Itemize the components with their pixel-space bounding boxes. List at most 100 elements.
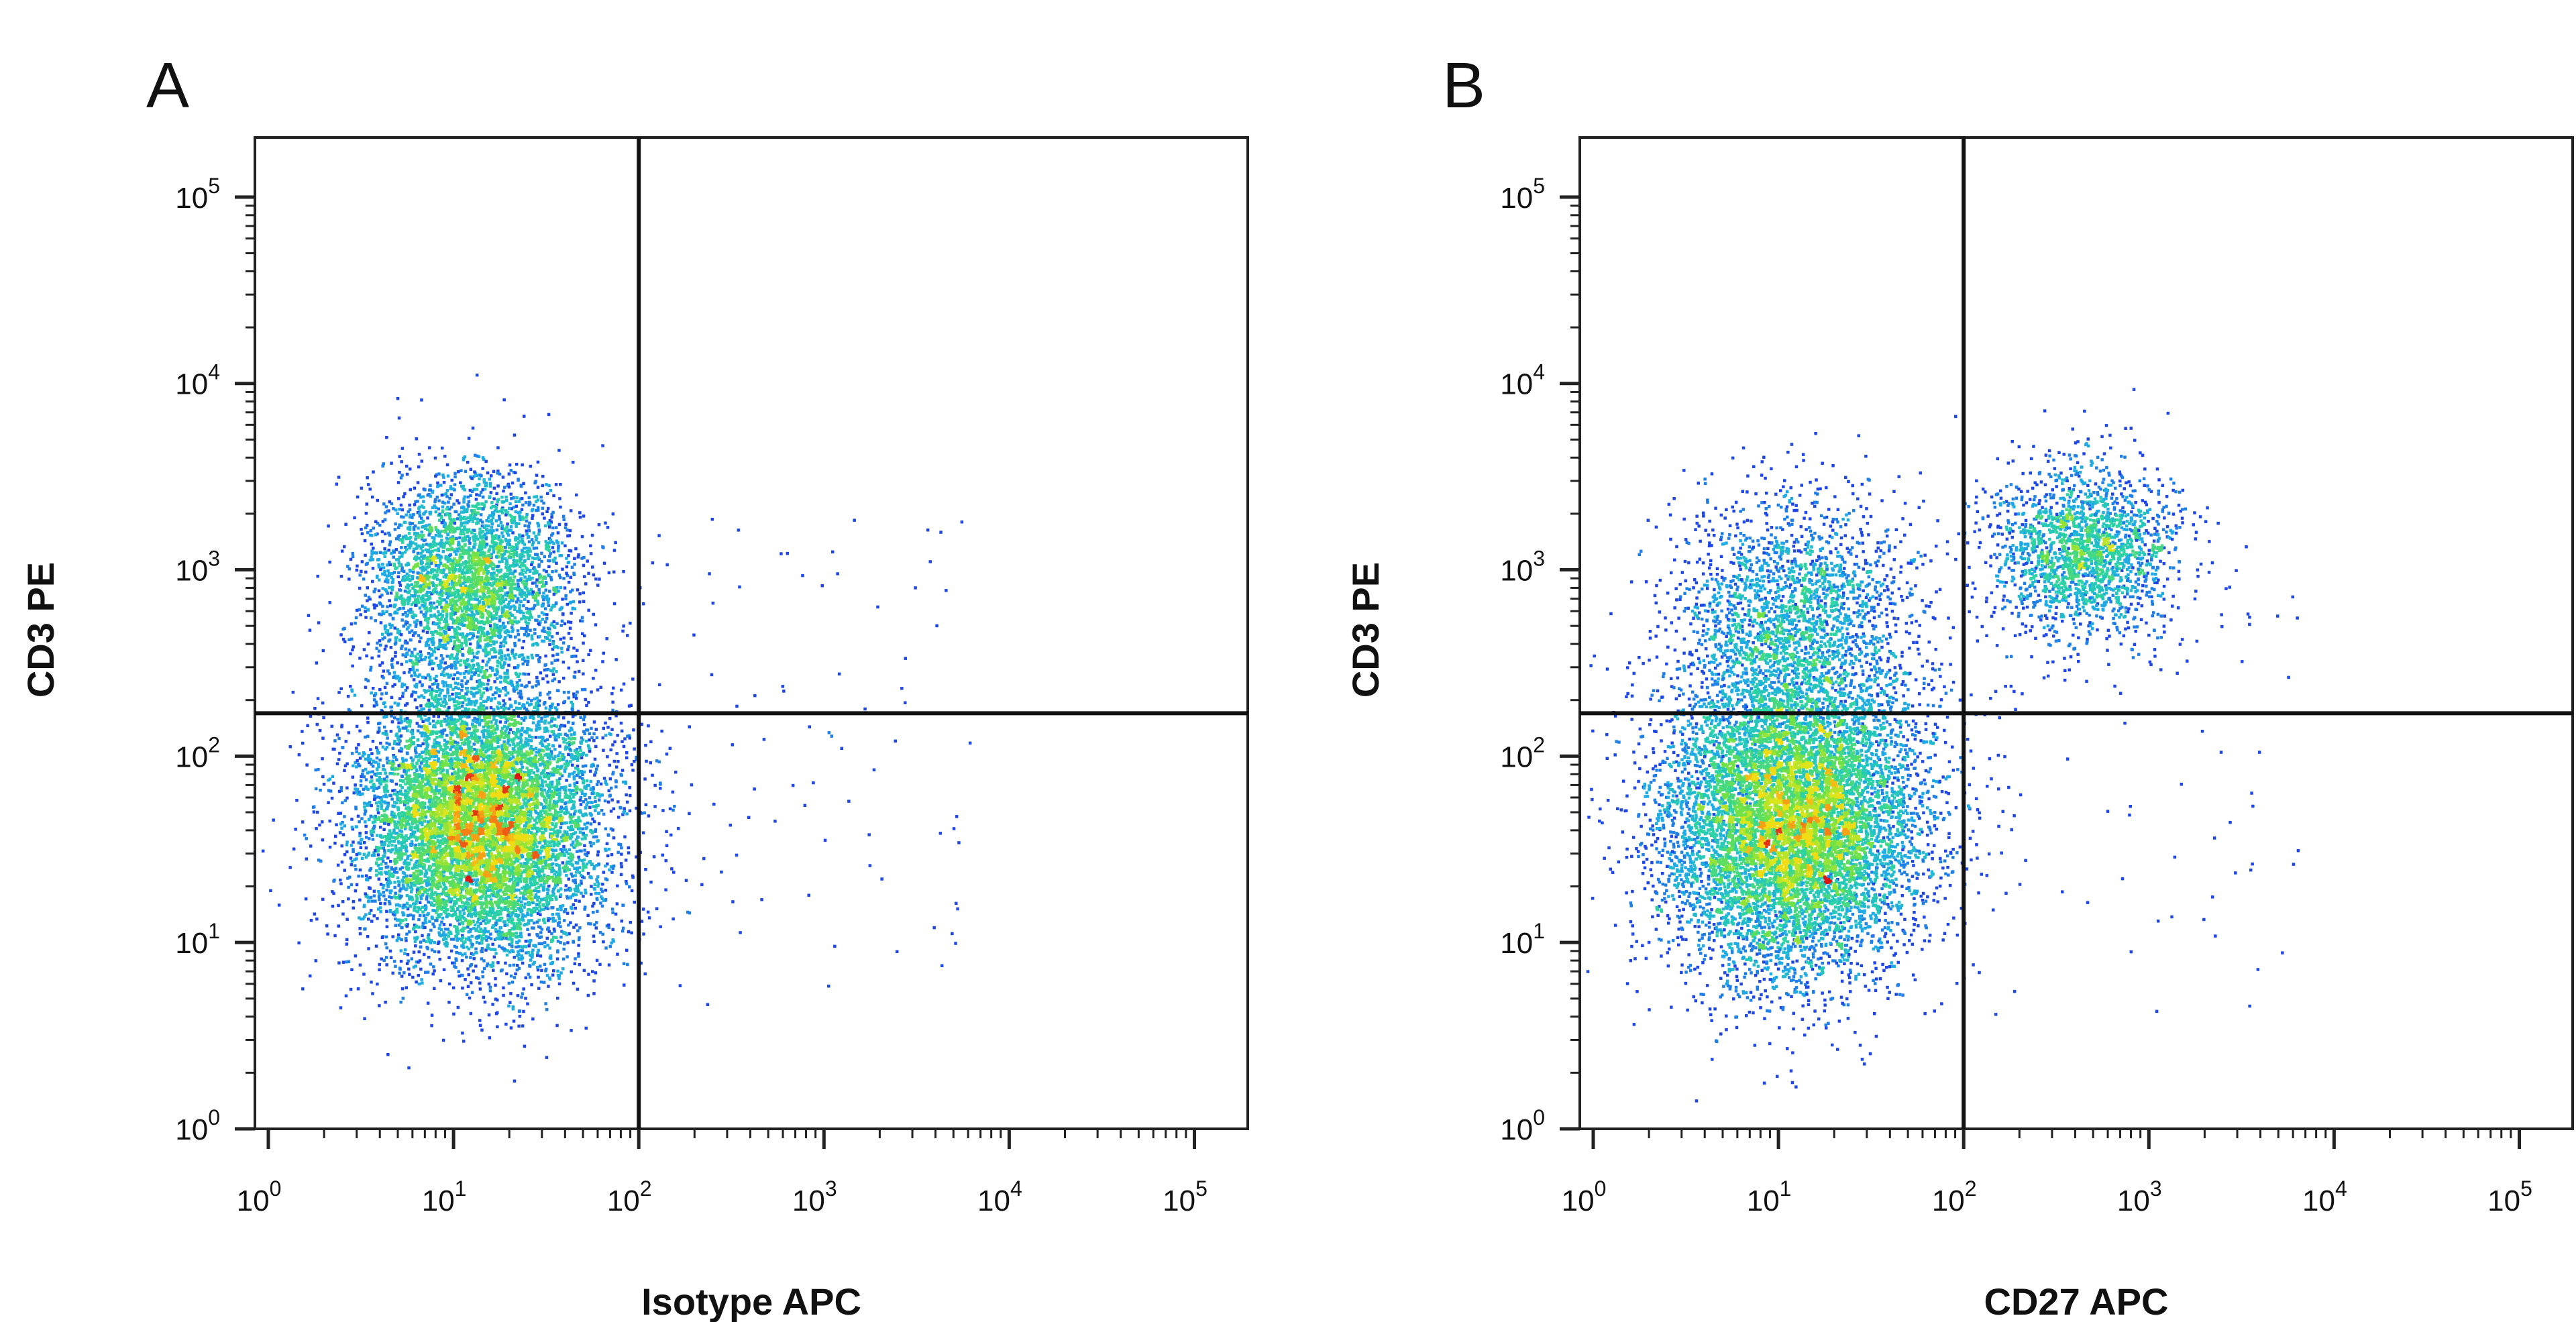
event-dot [386, 857, 390, 860]
event-dot [435, 783, 439, 786]
event-dot [484, 922, 488, 925]
event-dot [564, 738, 568, 742]
event-dot [384, 838, 388, 842]
event-dot [427, 749, 431, 753]
event-dot [455, 950, 458, 954]
event-dot [672, 808, 675, 812]
event-dot [414, 843, 417, 847]
event-dot [443, 698, 447, 702]
event-dot [570, 700, 573, 704]
event-dot [515, 789, 519, 793]
event-dot [435, 690, 439, 694]
event-dot [405, 887, 409, 891]
event-dot [468, 757, 471, 761]
event-dot [426, 1001, 430, 1005]
event-dot [543, 941, 547, 944]
event-dot [405, 702, 409, 706]
event-dot [315, 661, 319, 665]
event-dot [469, 855, 473, 858]
event-dot [537, 987, 541, 990]
event-dot [385, 877, 388, 881]
event-dot [543, 962, 547, 967]
event-dot [547, 777, 550, 781]
event-dot [418, 753, 421, 757]
event-dot [581, 869, 585, 872]
event-dot [313, 912, 317, 916]
event-dot [482, 828, 485, 831]
event-dot [539, 883, 543, 887]
event-dot [582, 730, 586, 733]
event-dot [419, 967, 423, 971]
event-dot [526, 779, 529, 782]
event-dot [358, 793, 362, 797]
event-dot [566, 896, 570, 900]
event-dot [572, 741, 576, 745]
event-dot [423, 867, 426, 870]
event-dot [504, 961, 507, 965]
event-dot [441, 810, 445, 814]
event-dot [429, 939, 433, 942]
event-dot [425, 740, 428, 745]
event-dot [489, 932, 492, 936]
event-dot [583, 634, 586, 638]
event-dot [398, 971, 401, 975]
event-dot [416, 925, 420, 929]
event-dot [528, 778, 531, 781]
event-dot [557, 974, 561, 977]
event-dot [527, 738, 530, 742]
event-dot [361, 769, 365, 773]
event-dot [571, 875, 574, 878]
event-dot [456, 918, 460, 922]
event-dot [496, 894, 500, 898]
event-dot [403, 827, 407, 830]
event-dot [407, 959, 410, 962]
event-dot [458, 745, 462, 749]
event-dot [518, 920, 521, 924]
event-dot [462, 908, 465, 912]
event-dot [443, 780, 446, 783]
event-dot [370, 691, 373, 695]
event-dot [621, 813, 625, 816]
event-dot [470, 828, 474, 832]
event-dot [474, 671, 478, 675]
event-dot [419, 767, 423, 771]
event-dot [542, 981, 546, 984]
event-dot [437, 796, 441, 800]
event-dot [411, 822, 415, 825]
event-dot [665, 753, 669, 756]
event-dot [441, 635, 445, 639]
event-dot [530, 779, 533, 783]
event-dot [543, 879, 546, 883]
event-dot [482, 708, 486, 712]
event-dot [472, 725, 475, 729]
event-dot [534, 893, 538, 897]
event-dot [533, 842, 537, 846]
event-dot [584, 787, 588, 790]
event-dot [486, 754, 490, 758]
event-dot [543, 882, 546, 885]
event-dot [417, 724, 421, 728]
event-dot [362, 973, 366, 976]
event-dot [580, 849, 583, 852]
event-dot [359, 783, 363, 787]
event-dot [485, 938, 488, 942]
event-dot [536, 899, 539, 902]
event-dot [568, 775, 571, 778]
event-dot [581, 765, 585, 768]
event-dot [405, 834, 408, 838]
event-dot [375, 787, 379, 790]
event-dot [587, 973, 590, 976]
event-dot [512, 742, 515, 747]
event-dot [458, 893, 462, 897]
event-dot [414, 930, 417, 934]
event-dot [545, 747, 549, 751]
event-dot [542, 775, 546, 779]
event-dot [465, 945, 469, 949]
event-dot [521, 913, 525, 916]
event-dot [350, 863, 354, 867]
event-dot [676, 827, 680, 830]
event-dot [494, 655, 497, 659]
event-dot [396, 772, 400, 776]
event-dot [557, 881, 561, 885]
event-dot [470, 945, 474, 948]
